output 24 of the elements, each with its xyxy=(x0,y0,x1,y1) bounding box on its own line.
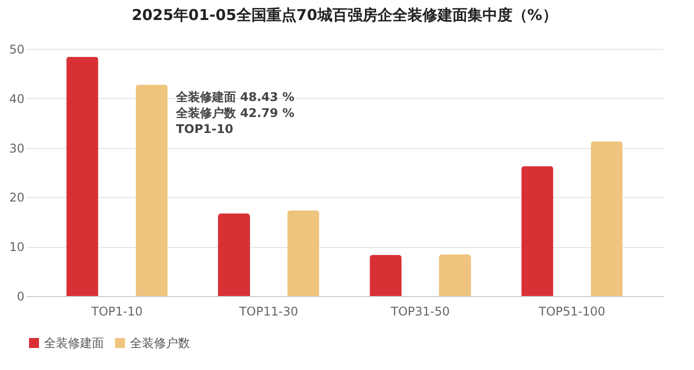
x-tick-label: TOP51-100 xyxy=(538,304,606,318)
y-tick-label: 40 xyxy=(9,92,24,106)
annotation: 全装修建面 48.43 % xyxy=(175,90,294,104)
bar xyxy=(287,210,320,296)
bar xyxy=(439,254,471,296)
x-tick-label: TOP31-50 xyxy=(390,304,450,318)
legend-label: 全装修建面 xyxy=(44,336,104,350)
chart-title: 2025年01-05全国重点70城百强房企全装修建面集中度（%） xyxy=(132,6,558,24)
bar xyxy=(590,141,623,296)
y-tick-label: 20 xyxy=(9,190,24,205)
y-tick-label: 50 xyxy=(9,42,24,56)
y-tick-label: 0 xyxy=(16,290,24,304)
bar xyxy=(66,56,98,296)
annotation: TOP1-10 xyxy=(176,122,234,136)
x-tick-label: TOP1-10 xyxy=(90,304,143,318)
x-tick-label: TOP11-30 xyxy=(238,304,298,318)
legend-label: 全装修户数 xyxy=(130,336,190,350)
bar xyxy=(521,166,554,296)
bar xyxy=(370,255,402,296)
bar xyxy=(218,214,250,296)
bar xyxy=(136,84,168,296)
y-tick-label: 30 xyxy=(9,141,24,156)
y-tick-label: 10 xyxy=(9,240,24,254)
annotation: 全装修户数 42.79 % xyxy=(175,106,294,120)
